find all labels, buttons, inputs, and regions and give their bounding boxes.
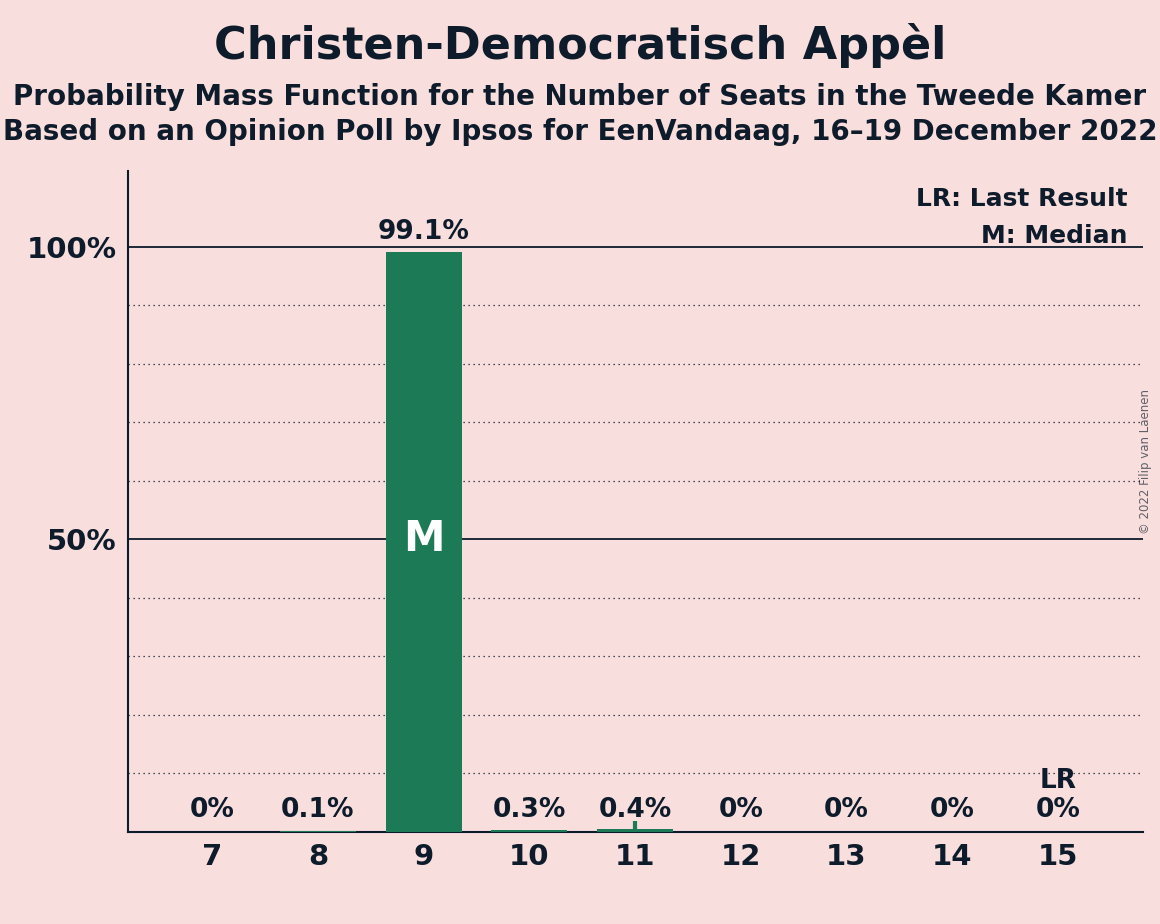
Bar [597, 829, 673, 832]
Text: 0.1%: 0.1% [281, 796, 355, 823]
Text: M: Median: M: Median [981, 224, 1128, 248]
Text: 0.3%: 0.3% [493, 796, 566, 823]
Text: LR: LR [1039, 768, 1076, 794]
Text: M: M [403, 518, 444, 560]
Text: 0.4%: 0.4% [599, 796, 672, 823]
Bar [385, 252, 462, 832]
Text: 0%: 0% [718, 796, 763, 823]
Text: 0%: 0% [1036, 796, 1080, 823]
Text: 99.1%: 99.1% [378, 219, 470, 245]
Text: Probability Mass Function for the Number of Seats in the Tweede Kamer: Probability Mass Function for the Number… [14, 83, 1146, 111]
Text: 0%: 0% [930, 796, 974, 823]
Bar [492, 830, 567, 832]
Text: LR: Last Result: LR: Last Result [915, 188, 1128, 212]
Text: 0%: 0% [190, 796, 234, 823]
Text: 0%: 0% [824, 796, 869, 823]
Text: © 2022 Filip van Laenen: © 2022 Filip van Laenen [1139, 390, 1152, 534]
Text: Christen-Democratisch Appèl: Christen-Democratisch Appèl [213, 23, 947, 68]
Text: Based on an Opinion Poll by Ipsos for EenVandaag, 16–19 December 2022: Based on an Opinion Poll by Ipsos for Ee… [2, 118, 1158, 146]
